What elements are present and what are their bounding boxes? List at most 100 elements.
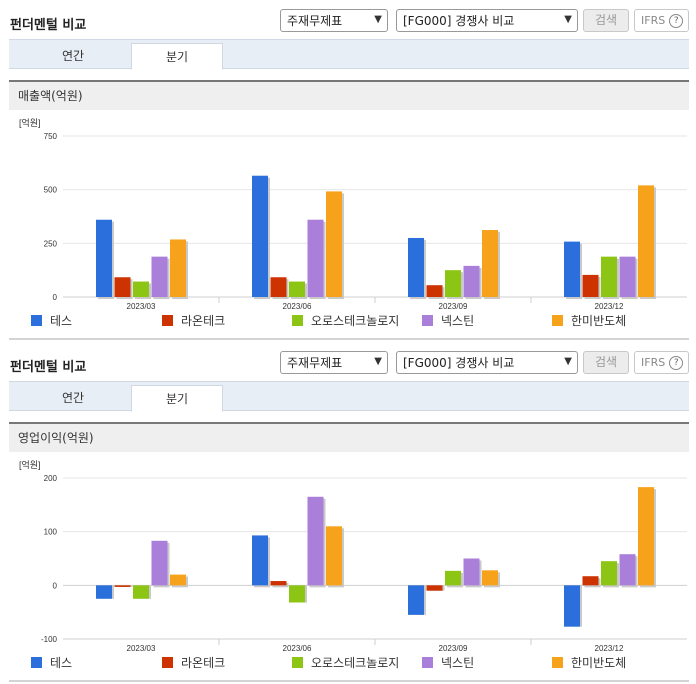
bar <box>96 585 112 599</box>
bar <box>601 256 617 297</box>
x-tick-label: 2023/12 <box>595 644 624 653</box>
bar <box>463 265 480 297</box>
divider <box>9 680 689 682</box>
bar <box>252 175 268 297</box>
legend-label: 넥스틴 <box>441 314 474 328</box>
bar <box>326 526 342 586</box>
legend-swatch <box>162 315 173 326</box>
metric-title: 매출액(억원) <box>9 80 689 110</box>
bar <box>307 496 324 586</box>
legend-label: 넥스틴 <box>441 656 474 670</box>
operating-profit-chart: [억원] -100 0 100 200 2023/03 2023/06 2023/09 2023… <box>9 454 689 680</box>
bar <box>582 274 599 297</box>
bar <box>252 535 268 586</box>
bar <box>564 585 580 627</box>
legend-swatch <box>552 315 563 326</box>
period-tabs: 연간 분기 <box>9 39 689 70</box>
ifrs-label: IFRS <box>641 356 666 369</box>
y-tick-label: 500 <box>44 186 58 195</box>
bar <box>564 241 580 297</box>
bar <box>289 281 305 297</box>
legend-label: 오로스테크놀로지 <box>311 656 399 670</box>
bar <box>619 554 636 586</box>
bar <box>270 581 287 586</box>
y-tick-label: 750 <box>44 132 58 141</box>
legend-label: 한미반도체 <box>571 314 626 328</box>
bar <box>170 574 186 586</box>
peer-group-select[interactable]: [FG000] 경쟁사 비교 ▼ <box>396 351 578 374</box>
ifrs-help-button[interactable]: IFRS ? <box>634 9 689 32</box>
legend-label: 한미반도체 <box>571 656 626 670</box>
bar <box>289 585 305 603</box>
period-tabs: 연간 분기 <box>9 381 689 412</box>
revenue-panel: 펀더멘털 비교 주재무제표 ▼ [FG000] 경쟁사 비교 ▼ 검색 IFRS… <box>9 9 689 340</box>
bar <box>114 277 131 297</box>
bar <box>445 570 461 586</box>
bar <box>270 277 287 297</box>
search-button[interactable]: 검색 <box>583 351 629 374</box>
peer-group-value: [FG000] 경쟁사 비교 <box>403 14 515 28</box>
help-icon: ? <box>669 355 684 370</box>
x-tick-label: 2023/09 <box>439 302 468 311</box>
operating-profit-chart-svg: [억원] -100 0 100 200 2023/03 2023/06 2023/09 2023… <box>19 459 687 670</box>
tab-quarter[interactable]: 분기 <box>131 43 223 70</box>
statement-type-value: 주재무제표 <box>287 14 343 28</box>
statement-type-select[interactable]: 주재무제표 ▼ <box>280 351 388 374</box>
tab-annual[interactable]: 연간 <box>61 49 85 63</box>
legend-swatch <box>422 657 433 668</box>
bar <box>482 230 498 297</box>
y-tick-label: 200 <box>44 474 58 483</box>
chevron-down-icon: ▼ <box>564 14 572 25</box>
x-tick-label: 2023/12 <box>595 302 624 311</box>
y-tick-label: 250 <box>44 239 58 248</box>
chevron-down-icon: ▼ <box>564 356 572 367</box>
x-tick-label: 2023/09 <box>439 644 468 653</box>
y-tick-label: 0 <box>53 293 58 302</box>
statement-type-select[interactable]: 주재무제표 ▼ <box>280 9 388 32</box>
ifrs-label: IFRS <box>641 14 666 27</box>
x-tick-label: 2023/03 <box>127 644 156 653</box>
bar <box>619 256 636 297</box>
tab-annual[interactable]: 연간 <box>61 391 85 405</box>
revenue-chart: [억원] 0 250 500 750 2023/03 2023/06 2023/09 2023/… <box>9 112 689 338</box>
bar <box>151 256 168 297</box>
y-tick-label: 100 <box>44 528 58 537</box>
legend-label: 테스 <box>50 656 72 670</box>
bar <box>638 487 654 586</box>
bar <box>582 576 599 586</box>
bar <box>133 281 149 297</box>
y-unit-label: [억원] <box>19 459 41 470</box>
peer-group-value: [FG000] 경쟁사 비교 <box>403 356 515 370</box>
bar <box>151 540 168 586</box>
legend-label: 라온테크 <box>181 656 225 670</box>
legend-swatch <box>552 657 563 668</box>
peer-group-select[interactable]: [FG000] 경쟁사 비교 ▼ <box>396 9 578 32</box>
chevron-down-icon: ▼ <box>374 356 382 367</box>
search-button[interactable]: 검색 <box>583 9 629 32</box>
legend-swatch <box>31 315 42 326</box>
bar <box>408 585 424 615</box>
bar <box>463 558 480 586</box>
operating-profit-panel: 펀더멘털 비교 주재무제표 ▼ [FG000] 경쟁사 비교 ▼ 검색 IFRS… <box>0 342 696 684</box>
y-unit-label: [억원] <box>19 117 41 128</box>
revenue-chart-svg: [억원] 0 250 500 750 2023/03 2023/06 2023/09 2023/… <box>19 117 687 328</box>
legend-swatch <box>292 315 303 326</box>
bar <box>307 219 324 297</box>
legend-label: 테스 <box>50 314 72 328</box>
legend-swatch <box>292 657 303 668</box>
bar <box>482 570 498 586</box>
bar <box>96 219 112 297</box>
bar <box>114 585 131 587</box>
legend-label: 라온테크 <box>181 314 225 328</box>
ifrs-help-button[interactable]: IFRS ? <box>634 351 689 374</box>
panel-title: 펀더멘털 비교 <box>10 360 87 375</box>
bar <box>326 191 342 297</box>
metric-title: 영업이익(억원) <box>9 422 689 452</box>
x-tick-label: 2023/06 <box>283 302 312 311</box>
tab-quarter[interactable]: 분기 <box>131 385 223 412</box>
bar <box>426 585 443 591</box>
legend-swatch <box>162 657 173 668</box>
x-tick-label: 2023/03 <box>127 302 156 311</box>
y-tick-label: -100 <box>41 635 58 644</box>
divider <box>9 338 689 340</box>
